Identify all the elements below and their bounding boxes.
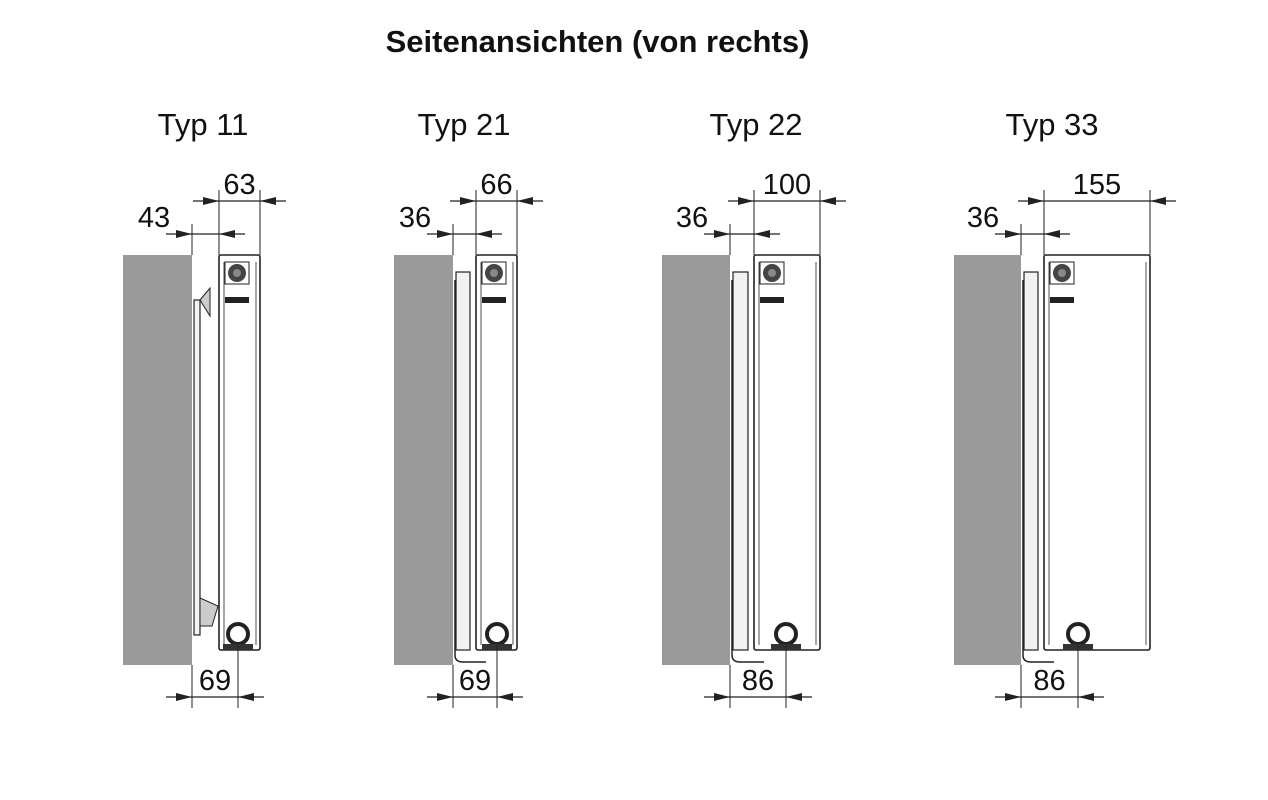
radiator-body: [218, 254, 261, 651]
bracket: [454, 280, 486, 663]
arrowhead: [738, 197, 754, 205]
brand-logo: [225, 297, 249, 303]
arrowhead: [437, 693, 453, 701]
arrowhead: [176, 693, 192, 701]
diagram-title: Seitenansichten (von rechts): [385, 24, 810, 59]
side-view-typ-21: Typ 21 66 36 69: [394, 107, 543, 708]
dimension-label: 43: [138, 202, 170, 234]
dimension-label: 155: [1073, 169, 1121, 201]
rear-panel: [1023, 271, 1039, 651]
arrowhead: [203, 197, 219, 205]
type-label: Typ 22: [709, 107, 802, 142]
arrowhead: [437, 230, 453, 238]
valve-center: [1058, 269, 1066, 277]
arrowhead: [1028, 197, 1044, 205]
pipe-connection: [774, 622, 798, 646]
radiator-body: [1043, 254, 1151, 651]
radiator-body: [475, 254, 518, 651]
dimension-label: 86: [742, 665, 774, 697]
pipe-connection: [226, 622, 250, 646]
dimension-label: 63: [223, 169, 255, 201]
dimension-label: 36: [967, 202, 999, 234]
side-view-typ-22: Typ 22 100 36 86: [662, 107, 846, 708]
arrowhead: [260, 197, 276, 205]
brand-logo: [760, 297, 784, 303]
arrowhead: [1078, 693, 1094, 701]
pipe-connection: [485, 622, 509, 646]
dimension-label: 69: [459, 665, 491, 697]
arrowhead: [820, 197, 836, 205]
valve-center: [490, 269, 498, 277]
wall-bracket: [193, 299, 201, 636]
dimension-label: 86: [1033, 665, 1065, 697]
pipe-connection: [1066, 622, 1090, 646]
dimension-label: 36: [399, 202, 431, 234]
wall: [394, 255, 453, 665]
arrowhead: [786, 693, 802, 701]
brand-logo: [1050, 297, 1074, 303]
arrowhead: [754, 230, 770, 238]
dimension-label: 36: [676, 202, 708, 234]
valve-center: [768, 269, 776, 277]
brand-logo: [482, 297, 506, 303]
valve-center: [233, 269, 241, 277]
arrowhead: [460, 197, 476, 205]
wall: [123, 255, 192, 665]
bracket: [1022, 280, 1054, 663]
arrowhead: [1005, 693, 1021, 701]
arrowhead: [476, 230, 492, 238]
type-label: Typ 11: [158, 107, 249, 142]
dimension-label: 69: [199, 665, 231, 697]
type-label: Typ 33: [1005, 107, 1098, 142]
arrowhead: [176, 230, 192, 238]
side-view-typ-11: Typ 11 63 43 69: [123, 107, 286, 708]
radiator-body: [753, 254, 821, 651]
arrowhead: [1044, 230, 1060, 238]
arrowhead: [1005, 230, 1021, 238]
dimension-label: 66: [480, 169, 512, 201]
arrowhead: [497, 693, 513, 701]
arrowhead: [219, 230, 235, 238]
type-label: Typ 21: [417, 107, 510, 142]
wall: [662, 255, 730, 665]
side-view-typ-33: Typ 33 155 36 86: [954, 107, 1176, 708]
rear-panel: [455, 271, 471, 651]
rear-panel: [732, 271, 749, 651]
dimension-label: 100: [763, 169, 811, 201]
arrowhead: [714, 693, 730, 701]
arrowhead: [517, 197, 533, 205]
arrowhead: [238, 693, 254, 701]
bracket: [731, 280, 764, 663]
wall: [954, 255, 1021, 665]
arrowhead: [714, 230, 730, 238]
arrowhead: [1150, 197, 1166, 205]
bracket-clamp: [199, 286, 219, 627]
